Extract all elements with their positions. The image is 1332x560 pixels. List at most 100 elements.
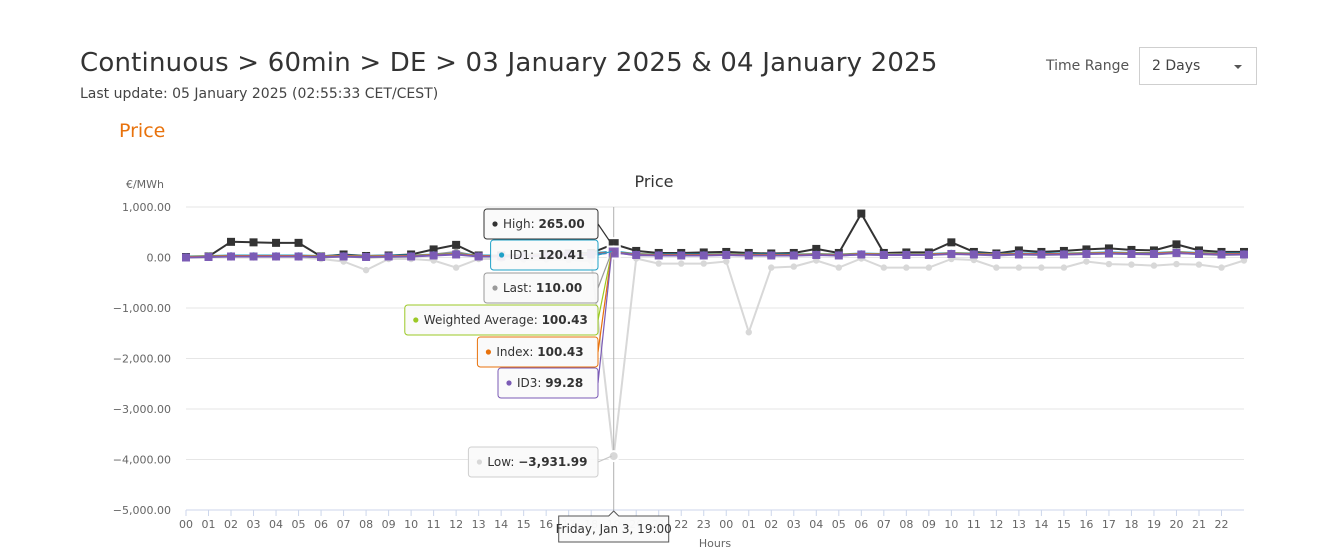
time-range-select[interactable]: 2 Days [1139,47,1257,85]
data-point-low[interactable] [768,264,775,271]
data-point-id3[interactable] [182,253,190,262]
data-point-id3[interactable] [272,252,281,261]
data-point-low[interactable] [993,264,1000,271]
data-point-high[interactable] [1104,244,1113,253]
data-point-id3[interactable] [744,251,753,260]
data-point-high[interactable] [1172,240,1181,249]
data-point-id3[interactable] [452,250,461,259]
data-point-high[interactable] [227,237,236,246]
data-point-low[interactable] [362,266,370,274]
data-point-low[interactable] [790,263,797,270]
data-point-low[interactable] [723,258,730,265]
crosshair-label-box [558,510,670,543]
data-point-low[interactable] [1150,262,1158,269]
page-title: Continuous > 60min > DE > 03 January 202… [80,48,938,78]
y-tick-label: −5,000.00 [113,504,171,517]
tooltip-value: 100.43 [542,313,588,327]
data-point-high[interactable] [294,238,303,247]
data-point-high[interactable] [947,238,956,247]
data-point-high[interactable] [1082,245,1091,254]
data-point-id3[interactable] [677,251,686,260]
data-point-high[interactable] [812,244,821,253]
data-point-id3[interactable] [294,252,303,261]
data-point-id3[interactable] [1149,249,1158,258]
data-point-id3[interactable] [474,252,483,261]
data-point-low[interactable] [452,264,460,271]
data-point-high[interactable] [249,238,258,247]
data-point-low[interactable] [655,260,662,267]
data-point-id3[interactable] [1014,250,1023,259]
tooltip-connector [597,455,612,463]
data-point-low[interactable] [903,264,910,271]
data-point-low[interactable] [1173,260,1180,268]
data-point-id3[interactable] [317,252,326,261]
data-point-id3[interactable] [1059,250,1068,259]
data-point-id3[interactable] [1104,249,1113,258]
tooltip-id3: ID3: 99.28 [497,252,613,399]
data-point-id3[interactable] [429,251,438,260]
tooltip-low: Low: −3,931.99 [467,446,612,478]
data-point-id3[interactable] [654,251,663,260]
data-point-high[interactable] [452,240,461,249]
data-point-id3[interactable] [902,250,911,259]
data-point-id3[interactable] [789,251,798,260]
data-point-id3[interactable] [879,250,888,259]
tooltip-box [467,446,599,478]
data-point-id3[interactable] [1172,248,1181,257]
data-point-low[interactable] [1038,264,1045,271]
data-point-low[interactable] [1195,261,1203,268]
x-tick-label: 15 [1057,518,1071,531]
data-point-high[interactable] [429,245,438,254]
data-point-id3[interactable] [1240,250,1248,259]
data-point-low[interactable] [1218,264,1225,271]
data-point-id3[interactable] [1217,250,1226,259]
data-point-id3[interactable] [362,252,371,261]
data-point-low[interactable] [880,264,888,271]
data-point-low[interactable] [1105,260,1113,268]
series-id3 [182,248,1248,262]
data-point-low[interactable] [745,329,752,336]
tooltip-weighted-average: Weighted Average: 100.43 [404,252,613,336]
tooltip-text: High: 265.00 [503,217,585,231]
data-point-id3[interactable] [1082,249,1091,258]
data-point-low[interactable] [678,260,685,267]
data-point-id3[interactable] [1127,249,1136,258]
data-point-id3[interactable] [767,251,776,260]
data-point-id3[interactable] [204,252,213,261]
data-point-id3[interactable] [857,250,866,259]
data-point-low[interactable] [835,264,843,271]
data-point-low[interactable] [700,260,707,267]
data-point-id3[interactable] [632,250,641,259]
data-point-id3[interactable] [969,250,978,259]
data-point-low[interactable] [1015,264,1023,271]
tooltip-bullet [413,317,419,323]
data-point-low[interactable] [925,264,933,271]
data-point-high[interactable] [857,209,866,218]
data-point-low[interactable] [1128,261,1135,268]
data-point-high[interactable] [272,238,281,247]
data-point-id3[interactable] [384,252,393,261]
data-point-id3[interactable] [722,250,731,259]
data-point-id3[interactable] [992,250,1001,259]
tooltip-label: ID3: [517,376,545,390]
data-point-id3[interactable] [407,252,416,261]
data-point-id3[interactable] [1037,250,1046,259]
data-point-low[interactable] [1083,258,1090,265]
data-point-low[interactable] [1240,257,1248,264]
data-point-id3[interactable] [339,252,348,261]
tooltip-box [404,304,599,336]
data-point-id3[interactable] [699,251,708,260]
data-point-id3[interactable] [249,252,258,261]
chart-title: Price [634,172,673,191]
tooltip-index: Index: 100.43 [476,252,613,368]
data-point-low[interactable] [1060,264,1068,271]
x-tick-label: 14 [494,518,508,531]
data-point-id3[interactable] [947,249,956,258]
data-point-id3[interactable] [924,250,933,259]
data-point-id3[interactable] [1194,249,1203,258]
data-point-id3[interactable] [812,250,821,259]
tooltip-label: Last: [503,281,536,295]
data-point-id3[interactable] [834,251,843,260]
data-point-id3[interactable] [227,252,236,261]
